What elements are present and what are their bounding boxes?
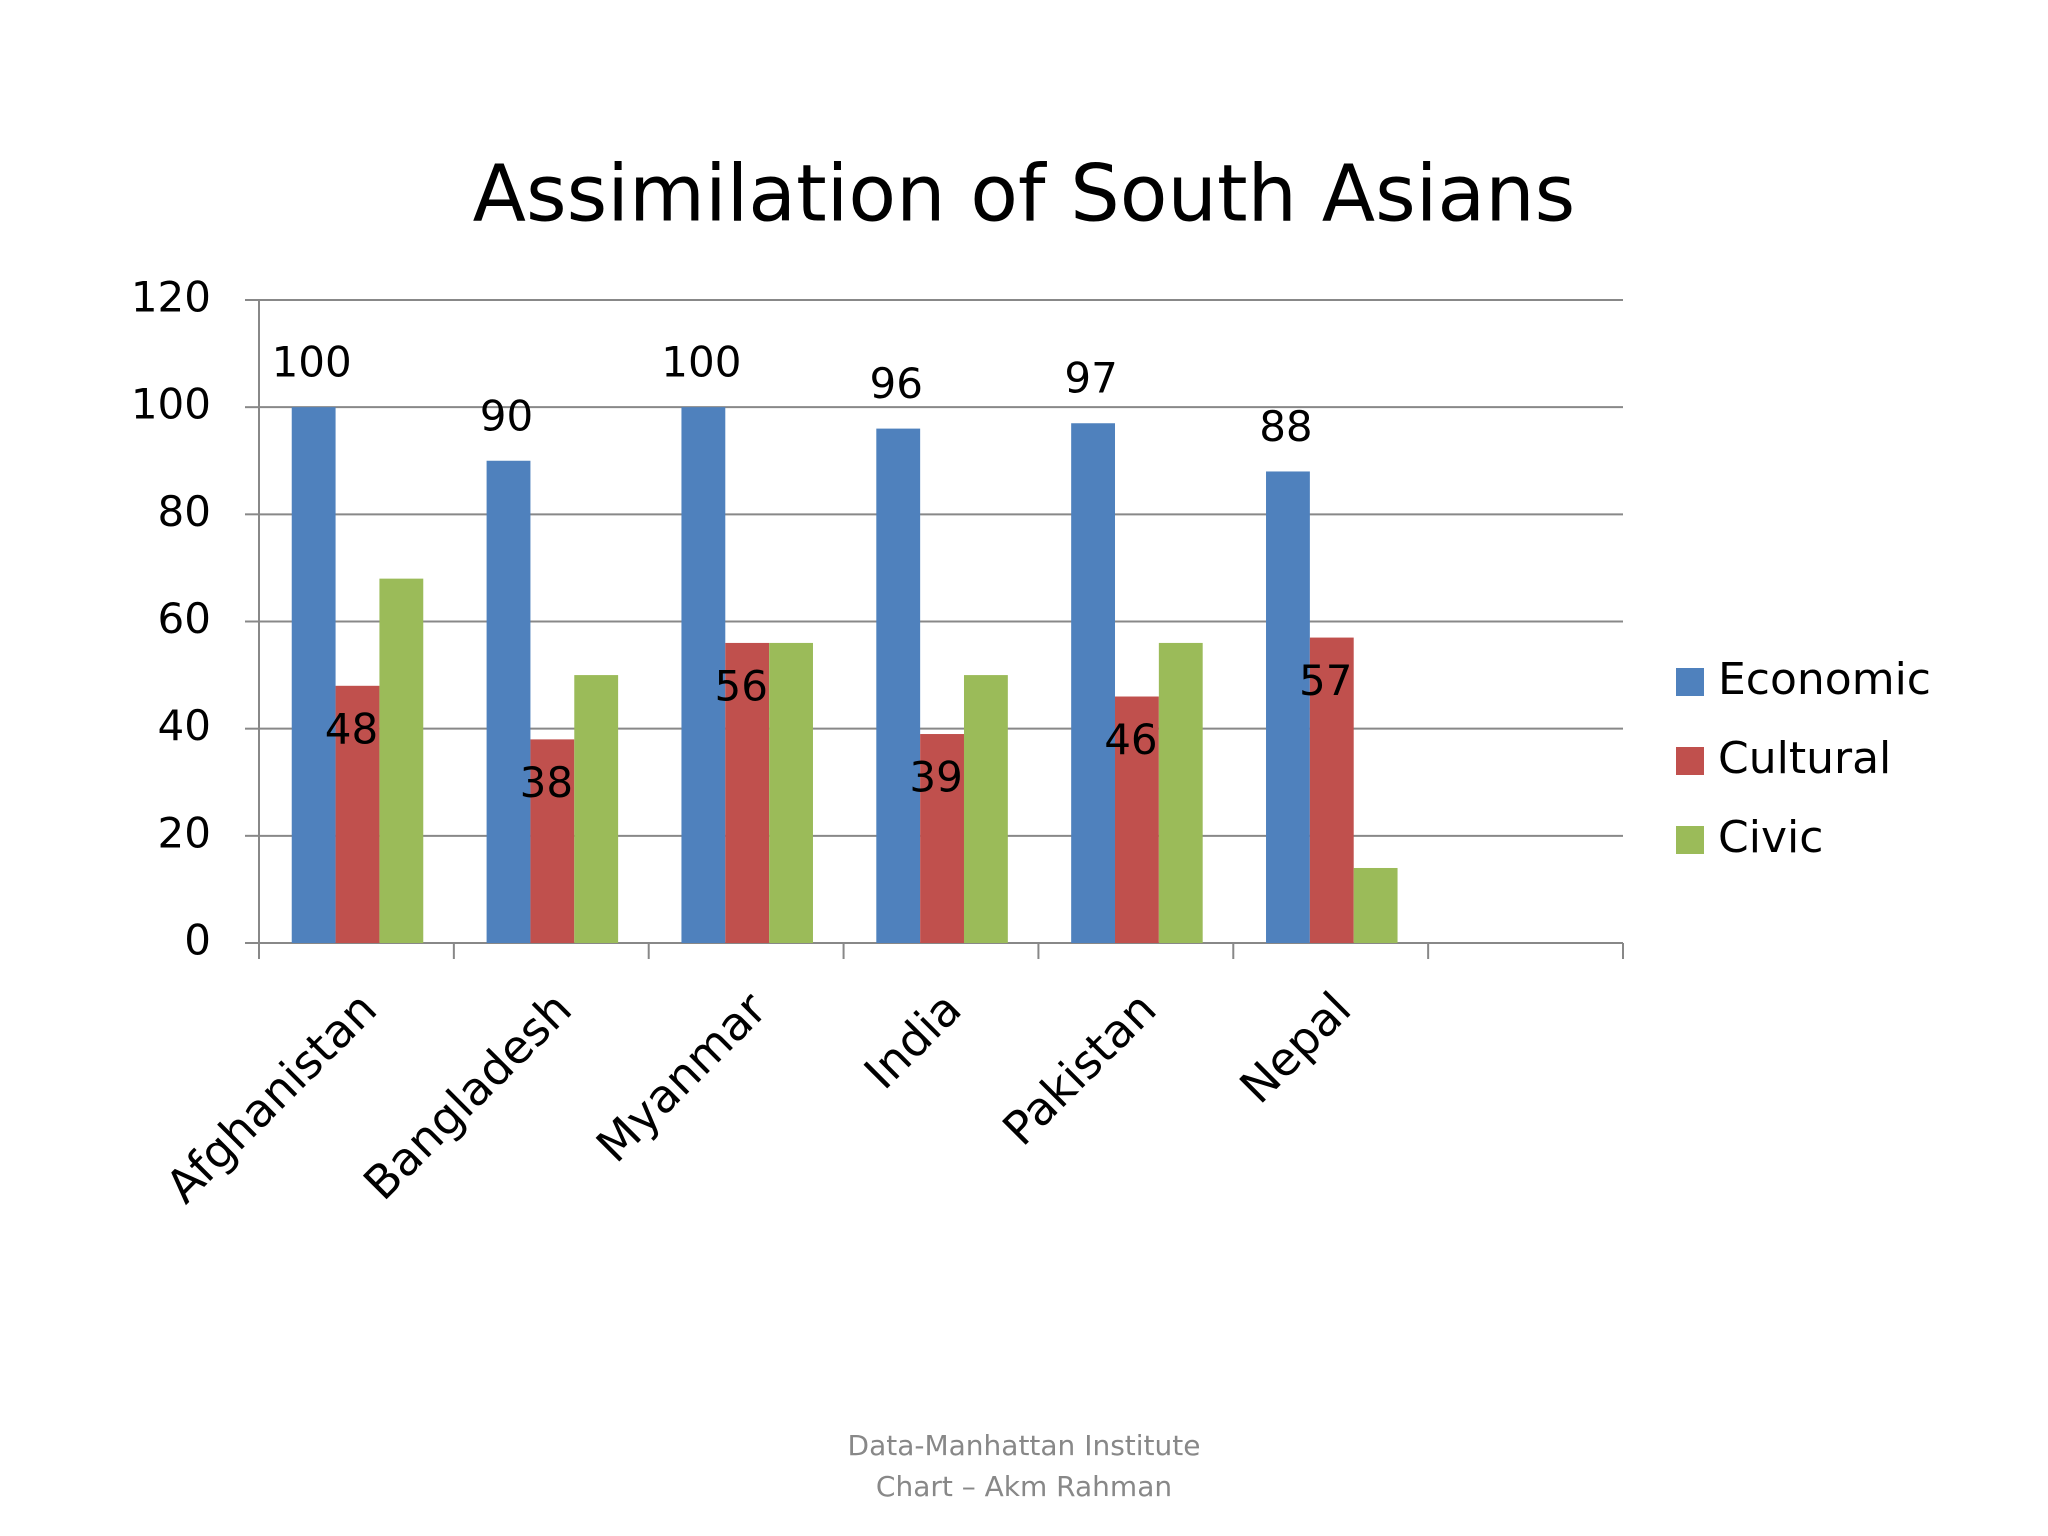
bar	[574, 675, 619, 943]
bar	[769, 642, 813, 943]
data-label: 38	[520, 758, 573, 807]
data-label: 57	[1299, 656, 1352, 705]
legend-swatch	[1676, 668, 1704, 696]
footer-line: Chart – Akm Rahman	[876, 1470, 1172, 1503]
data-label: 96	[870, 359, 923, 408]
legend-label: Cultural	[1718, 733, 1891, 784]
y-tick-label: 100	[131, 380, 211, 429]
bar	[1071, 423, 1116, 943]
bar	[379, 578, 424, 943]
x-tick-label: India	[854, 981, 972, 1099]
y-tick-label: 0	[184, 916, 211, 965]
data-label: 46	[1104, 715, 1157, 764]
bar	[291, 407, 336, 944]
bar	[530, 739, 575, 943]
x-tick-label: Bangladesh	[353, 981, 582, 1210]
bar	[1353, 867, 1398, 943]
chart-title: Assimilation of South Asians	[473, 149, 1576, 239]
data-label: 90	[480, 391, 533, 440]
data-label: 39	[909, 753, 962, 802]
bar	[1309, 637, 1354, 943]
bar	[876, 428, 921, 944]
data-label: 97	[1064, 354, 1117, 403]
x-tick-label: Afghanistan	[155, 981, 387, 1213]
bar	[681, 407, 726, 944]
bar	[335, 685, 380, 943]
bar	[920, 734, 964, 943]
legend-label: Civic	[1718, 812, 1823, 863]
y-tick-label: 120	[131, 273, 211, 322]
footer-line: Data-Manhattan Institute	[848, 1429, 1201, 1462]
bar	[1266, 471, 1310, 943]
data-label: 88	[1259, 402, 1312, 451]
data-label: 100	[272, 338, 352, 387]
bar	[1158, 642, 1203, 943]
bar	[1115, 696, 1159, 943]
data-label: 100	[661, 338, 741, 387]
x-tick-label: Pakistan	[992, 981, 1166, 1155]
data-label: 56	[714, 661, 767, 710]
bar	[963, 675, 1008, 943]
x-tick-label: Myanmar	[586, 981, 777, 1172]
legend-swatch	[1676, 826, 1704, 854]
legend-swatch	[1676, 747, 1704, 775]
bar	[725, 642, 770, 943]
x-tick-label: Nepal	[1229, 981, 1361, 1113]
y-tick-label: 60	[158, 594, 211, 643]
y-tick-label: 20	[158, 808, 211, 857]
legend-label: Economic	[1718, 654, 1931, 705]
y-tick-label: 40	[158, 701, 211, 750]
y-tick-label: 80	[158, 487, 211, 536]
bar	[486, 460, 531, 943]
data-label: 48	[325, 704, 378, 753]
